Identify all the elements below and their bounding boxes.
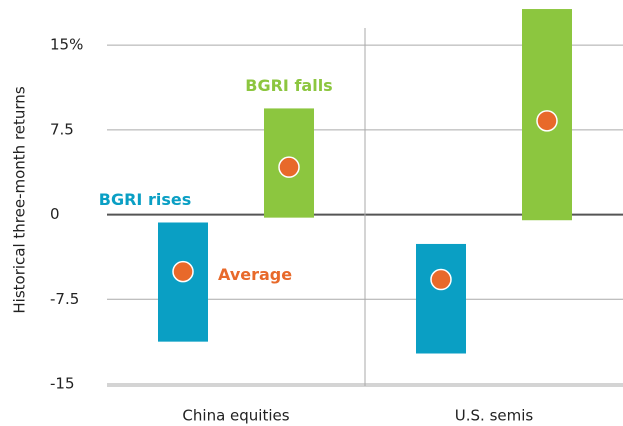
average-dot: [172, 260, 194, 283]
series-label: BGRI rises: [99, 190, 191, 209]
average-dot: [278, 156, 300, 178]
y-tick-label: 15%: [50, 36, 83, 54]
x-tick-label: U.S. semis: [455, 407, 534, 425]
y-tick-label: -7.5: [50, 290, 79, 308]
average-dot: [430, 268, 452, 291]
y-tick-label: -15: [50, 375, 75, 393]
range-bar: [416, 243, 466, 354]
average-dot: [536, 110, 558, 132]
y-tick-label: 7.5: [50, 120, 74, 138]
y-tick-label: 0: [50, 205, 60, 223]
series-label: BGRI falls: [245, 76, 332, 95]
x-tick-label: China equities: [182, 407, 289, 425]
average-label: Average: [218, 265, 292, 284]
y-axis-label: Historical three-month returns: [11, 86, 29, 313]
